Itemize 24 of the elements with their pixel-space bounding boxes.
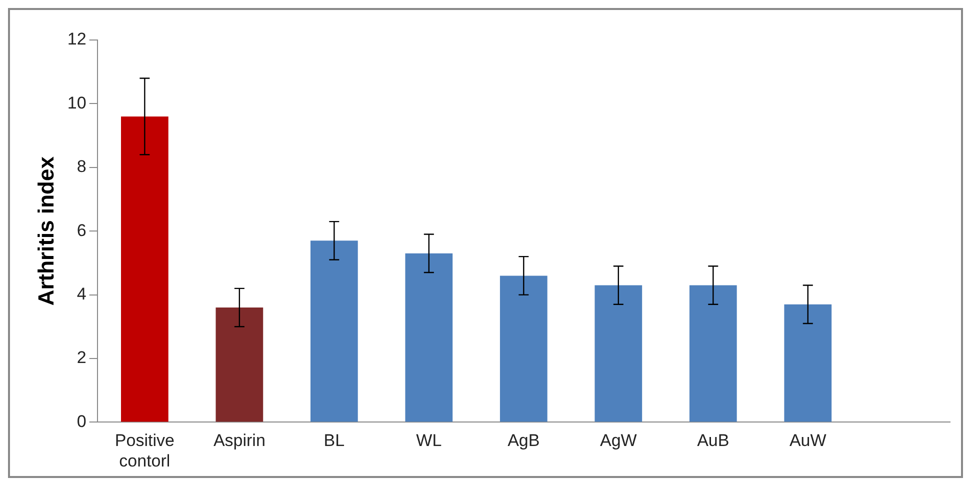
bar bbox=[594, 285, 642, 422]
x-tick-label: Positive contorl bbox=[114, 431, 174, 470]
bar bbox=[784, 304, 832, 422]
y-tick-label: 4 bbox=[76, 284, 86, 304]
bar bbox=[689, 285, 737, 422]
x-tick-label: Aspirin bbox=[213, 431, 266, 450]
bar bbox=[120, 116, 168, 422]
x-tick-label: AgB bbox=[508, 431, 540, 450]
y-tick-label: 8 bbox=[76, 157, 86, 176]
y-tick-label: 2 bbox=[76, 348, 86, 368]
bar bbox=[500, 276, 548, 422]
y-tick-label: 0 bbox=[76, 412, 86, 431]
y-axis-title: Arthritis index bbox=[33, 156, 58, 306]
bar bbox=[310, 240, 358, 422]
x-tick-label: BL bbox=[324, 431, 345, 450]
x-tick-label: WL bbox=[416, 431, 442, 450]
x-tick-label: AgW bbox=[600, 431, 637, 450]
y-tick-label: 6 bbox=[76, 220, 86, 240]
y-tick-label: 10 bbox=[67, 93, 86, 112]
bar bbox=[216, 308, 264, 422]
x-tick-label: AuB bbox=[697, 431, 730, 450]
bar bbox=[405, 253, 453, 422]
y-tick-label: 12 bbox=[67, 30, 86, 49]
x-tick-label: AuW bbox=[789, 431, 826, 450]
